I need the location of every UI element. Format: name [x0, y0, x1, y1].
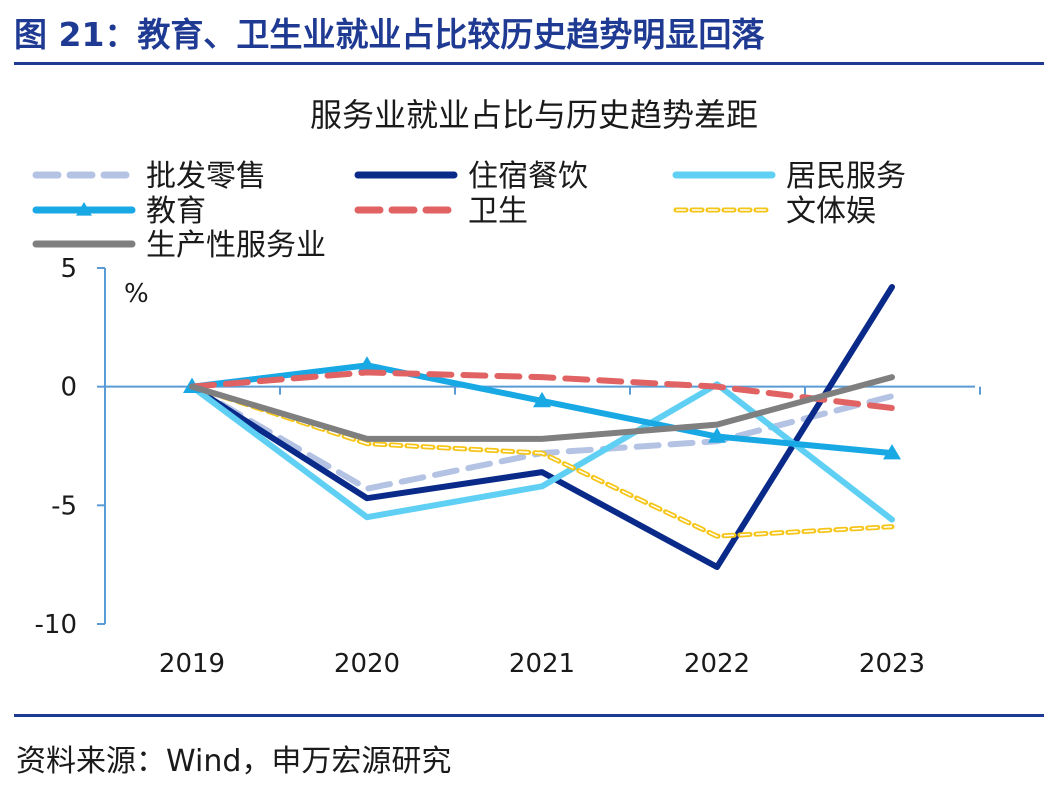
legend-item: 批发零售	[32, 159, 266, 194]
legend-label: 教育	[146, 194, 206, 229]
source-note: 资料来源：Wind，申万宏源研究	[16, 744, 452, 779]
x-tick-label: 2020	[334, 649, 400, 679]
x-tick-label: 2021	[509, 649, 575, 679]
data-point-marker	[883, 444, 901, 460]
series-line-inner	[191, 385, 893, 537]
y-tick-label: 5	[60, 254, 77, 284]
legend-label: 卫生	[468, 194, 528, 229]
data-point-marker	[358, 356, 376, 372]
x-tick-label: 2019	[159, 649, 225, 679]
data-point-marker	[708, 427, 726, 443]
series-line	[189, 283, 895, 571]
source-rule	[14, 714, 1044, 717]
figure-title: 图 21：教育、卫生业就业占比较历史趋势明显回落	[14, 15, 765, 54]
series-2	[189, 283, 895, 571]
series-layer	[183, 283, 901, 571]
axes: 5 0 -5 -10% 2019 2020 2021 2022 2023	[35, 254, 981, 679]
legend-item: 教育	[32, 194, 206, 229]
series-line	[189, 381, 895, 523]
y-tick-label: -5	[51, 491, 77, 521]
legend-label: 生产性服务业	[146, 228, 326, 263]
legend-marker	[76, 202, 92, 216]
series-3	[189, 381, 895, 523]
chart-title: 服务业就业占比与历史趋势差距	[310, 96, 758, 134]
legend-item: 文体娱	[673, 194, 876, 229]
legend-item: 居民服务	[672, 159, 906, 194]
series-4	[183, 356, 901, 460]
data-point-marker	[533, 391, 551, 408]
legend-item: 卫生	[354, 194, 528, 229]
legend-item: 住宿餐饮	[354, 159, 588, 194]
legend-label: 文体娱	[786, 194, 876, 229]
y-tick-label: 0	[60, 373, 77, 403]
y-tick-label: -10	[35, 610, 77, 640]
series-5	[189, 369, 895, 412]
series-6	[189, 384, 895, 539]
y-unit-label: %	[124, 279, 149, 309]
series-line	[189, 369, 895, 412]
legend-label: 居民服务	[786, 159, 906, 194]
title-rule	[14, 62, 1044, 65]
legend-item: 生产性服务业	[32, 228, 326, 263]
x-tick-label: 2022	[684, 649, 750, 679]
legend-label: 批发零售	[146, 159, 266, 194]
x-tick-label: 2023	[859, 649, 925, 679]
series-7	[189, 374, 895, 442]
legend-label: 住宿餐饮	[468, 159, 588, 194]
series-line	[189, 374, 895, 442]
